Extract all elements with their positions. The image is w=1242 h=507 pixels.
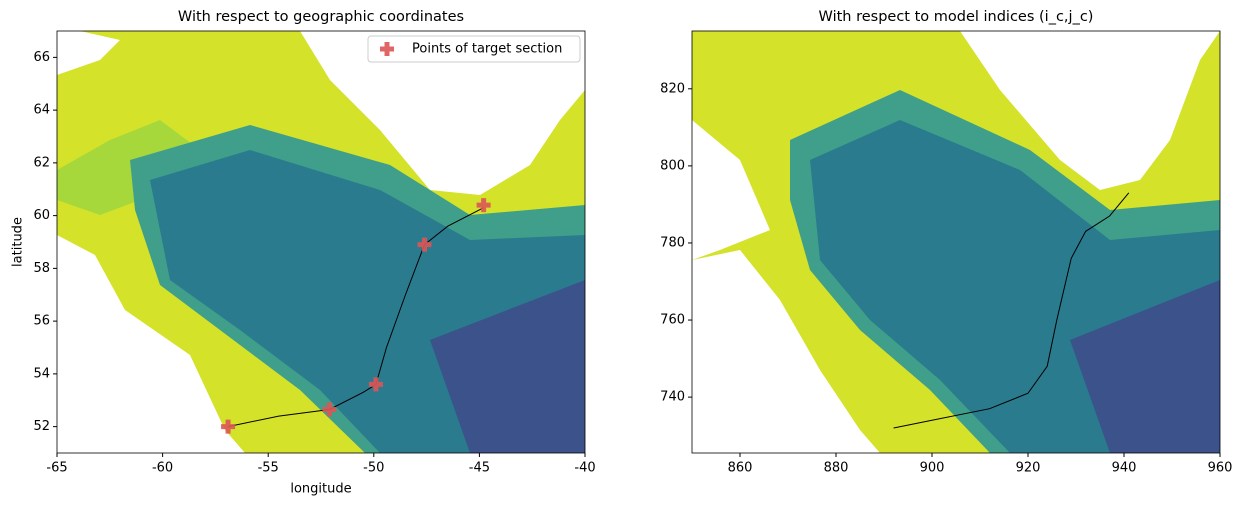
x-tick-label: 940	[1112, 461, 1137, 476]
x-tick-label: -65	[46, 461, 67, 476]
y-axis-label: latitude	[11, 217, 26, 267]
x-tick-label: -50	[363, 461, 384, 476]
y-tick-label: 52	[33, 419, 50, 434]
section-line	[227, 207, 484, 428]
axes-frame	[56, 30, 586, 454]
x-tick-label: 920	[1016, 461, 1041, 476]
section-point	[476, 198, 491, 213]
y-tick-label: 62	[33, 155, 50, 170]
x-tick-label: -40	[574, 461, 595, 476]
x-tick-label: -55	[258, 461, 279, 476]
section-line	[893, 192, 1130, 429]
axes-frame	[691, 30, 1221, 454]
y-tick-label: 760	[660, 313, 685, 328]
x-tick-label: 960	[1208, 461, 1233, 476]
chart-title: With respect to geographic coordinates	[178, 9, 464, 25]
x-tick-label: 860	[728, 461, 753, 476]
legend-marker	[380, 42, 394, 56]
y-tick-label: 66	[33, 50, 50, 65]
x-axis-label: longitude	[290, 482, 351, 497]
y-tick-label: 58	[33, 261, 50, 276]
section-point	[322, 402, 337, 417]
y-tick-label: 800	[660, 158, 685, 173]
y-tick-label: 740	[660, 390, 685, 405]
x-tick-label: 900	[920, 461, 945, 476]
legend-label: Points of target section	[412, 42, 562, 57]
y-tick-label: 780	[660, 235, 685, 250]
y-tick-label: 60	[33, 208, 50, 223]
y-tick-label: 54	[33, 366, 50, 381]
bathymetry-background	[57, 31, 585, 453]
x-tick-label: 880	[824, 461, 849, 476]
bathymetry-background	[692, 31, 1220, 453]
section-point	[368, 377, 383, 392]
section-point	[417, 237, 432, 252]
y-tick-label: 64	[33, 103, 50, 118]
chart-title: With respect to model indices (i_c,j_c)	[819, 9, 1094, 25]
section-point	[221, 419, 236, 434]
x-tick-label: -45	[469, 461, 490, 476]
y-tick-label: 56	[33, 314, 50, 329]
y-tick-label: 820	[660, 81, 685, 96]
x-tick-label: -60	[152, 461, 173, 476]
legend-box	[367, 35, 581, 63]
